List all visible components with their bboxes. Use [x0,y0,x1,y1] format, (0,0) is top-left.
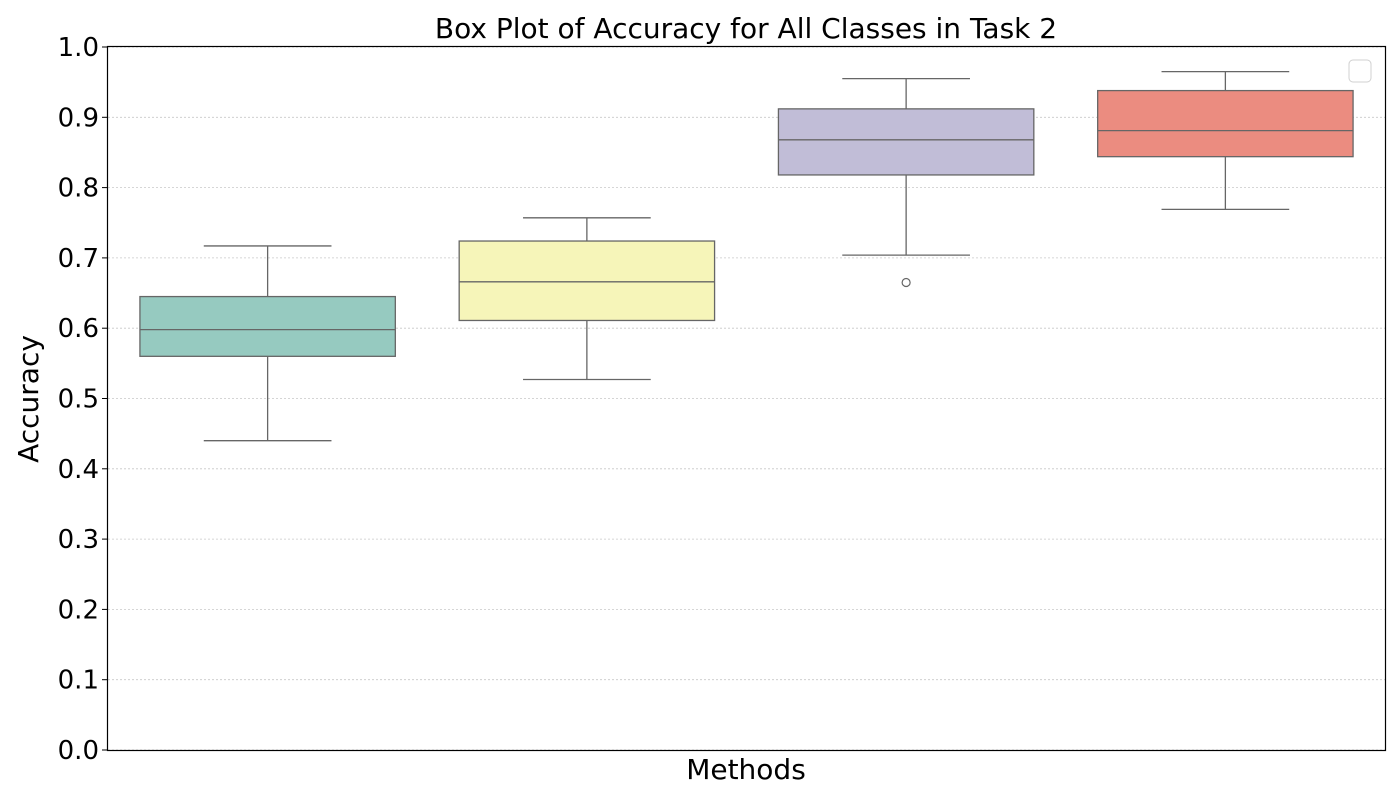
box-iqr [1097,89,1354,158]
legend-box [1348,59,1372,83]
y-tick-label: 0.0 [58,736,99,766]
y-tick-label: 0.6 [58,314,99,344]
boxes-layer [139,70,1354,442]
y-tick-label: 0.7 [58,244,99,274]
y-tick-label: 0.1 [58,666,99,696]
box-iqr [458,240,716,322]
y-tick-label: 0.9 [58,103,99,133]
y-tick-label: 0.5 [58,385,99,415]
x-axis-label: Methods [686,753,806,786]
y-axis-ticks: 0.0 0.1 0.2 0.3 0.4 0.5 0.6 0.7 0.8 0.9 1.0 [58,33,108,766]
chart-title: Box Plot of Accuracy for All Classes in … [435,12,1057,45]
y-tick-label: 0.2 [58,595,99,625]
y-axis-label: Accuracy [12,335,45,463]
y-tick-label: 1.0 [58,33,99,63]
outlier-point [901,277,911,288]
y-tick-label: 0.3 [58,525,99,555]
box-iqr [139,295,396,357]
y-tick-label: 0.8 [58,174,99,204]
y-tick-label: 0.4 [58,455,99,485]
box-iqr [777,108,1035,176]
